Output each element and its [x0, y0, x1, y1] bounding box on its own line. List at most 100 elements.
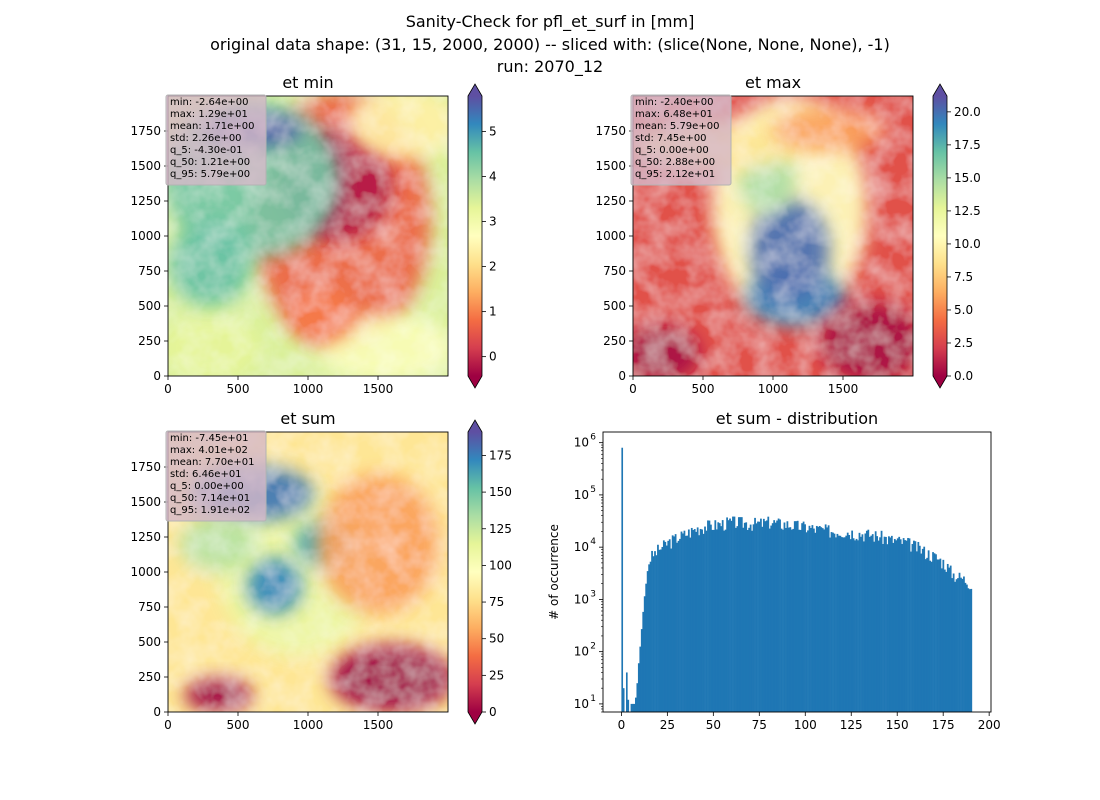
- map-region: [319, 314, 448, 376]
- histogram-bar: [740, 517, 743, 712]
- y-tick-label: 750: [138, 600, 161, 614]
- colorbar-tick-label: 17.5: [954, 138, 981, 152]
- y-tick-exponent: 6: [590, 433, 596, 443]
- map-region: [288, 286, 356, 343]
- histogram-bar: [668, 539, 671, 712]
- histogram-bar: [712, 529, 715, 712]
- histogram-bar: [679, 538, 681, 712]
- histogram-bar: [815, 525, 818, 712]
- x-tick-label: 0: [618, 718, 626, 732]
- histogram-bar: [865, 530, 868, 712]
- y-tick-label: 0: [153, 705, 161, 719]
- y-tick-label: 10: [574, 592, 589, 606]
- histogram-bar: [823, 529, 826, 712]
- histogram-bar: [702, 533, 705, 712]
- histogram-bar: [768, 528, 771, 712]
- histogram-bar: [963, 576, 965, 712]
- histogram-bar: [814, 532, 817, 712]
- stats-line: max: 4.01e+02: [170, 445, 248, 456]
- histogram-bar: [933, 553, 936, 712]
- stats-line: q_5: -4.30e-01: [170, 145, 243, 156]
- y-tick-label: 1750: [130, 460, 161, 474]
- histogram-bar: [673, 536, 676, 712]
- histogram-bar: [795, 521, 798, 712]
- histogram-bar: [785, 527, 787, 712]
- histogram-bar: [961, 578, 964, 712]
- histogram-bar: [771, 523, 774, 712]
- histogram-bar: [710, 524, 712, 712]
- y-tick-label: 10: [574, 697, 589, 711]
- histogram-bar: [826, 527, 829, 712]
- histogram-bar: [812, 528, 815, 712]
- histogram-bar: [851, 530, 854, 712]
- histogram-bar: [625, 672, 628, 712]
- histogram-bar: [777, 518, 780, 712]
- histogram-bar: [717, 522, 720, 712]
- histogram-bar: [910, 551, 912, 712]
- histogram-bar: [786, 521, 789, 712]
- histogram-bar: [645, 583, 648, 712]
- histogram-bar: [829, 537, 831, 712]
- histogram-bar: [890, 535, 893, 712]
- histogram-bar: [776, 520, 778, 712]
- colorbar-tick-label: 0: [489, 350, 497, 364]
- histogram-bar: [634, 697, 637, 712]
- histogram-bar: [755, 523, 758, 712]
- histogram-bar: [802, 521, 805, 712]
- map-region: [184, 678, 252, 712]
- histogram-bar: [687, 529, 690, 712]
- histogram-bar: [833, 533, 836, 712]
- histogram-bar: [926, 557, 929, 712]
- axes-title: et sum: [280, 409, 335, 428]
- histogram-bar: [746, 529, 749, 712]
- histogram-bars: [621, 447, 973, 712]
- stats-line: std: 7.45e+00: [635, 133, 707, 144]
- x-tick-label: 500: [692, 382, 715, 396]
- stats-box-background: [165, 430, 267, 522]
- histogram-bar: [821, 528, 824, 712]
- colorbar-tick-label: 100: [489, 558, 512, 572]
- colorbar-tick-label: 5: [489, 125, 497, 139]
- y-tick-exponent: 4: [590, 537, 596, 547]
- stats-line: q_5: 0.00e+00: [170, 481, 244, 492]
- histogram-bar: [695, 531, 698, 712]
- histogram-bar: [736, 526, 739, 712]
- y-tick-label: 0: [618, 369, 626, 383]
- histogram-bar: [846, 532, 849, 712]
- x-tick-label: 1500: [363, 718, 394, 732]
- histogram-bar: [780, 528, 783, 712]
- x-tick-label: 1000: [293, 382, 324, 396]
- histogram-bar: [901, 543, 904, 712]
- histogram-bar: [693, 529, 696, 712]
- histogram-bar: [749, 524, 752, 712]
- histogram-bar: [936, 559, 939, 712]
- histogram-bar: [761, 526, 764, 712]
- histogram-bar: [676, 542, 678, 712]
- histogram-bar: [835, 537, 837, 712]
- histogram-bar: [920, 553, 923, 712]
- stats-line: q_50: 7.14e+01: [170, 493, 250, 504]
- histogram-bar: [720, 526, 723, 712]
- histogram-bar: [820, 527, 823, 712]
- y-tick-exponent: 1: [590, 694, 596, 704]
- histogram-bar: [636, 683, 639, 712]
- histogram-bar: [682, 533, 684, 712]
- histogram-bar: [726, 517, 728, 712]
- histogram-bar: [751, 530, 753, 712]
- histogram-bar: [954, 581, 956, 712]
- histogram-bar: [854, 540, 856, 712]
- colorbar-extend-min: [933, 376, 947, 388]
- histogram-bar: [793, 521, 796, 712]
- stats-line: mean: 5.79e+00: [635, 121, 719, 132]
- histogram-bar: [968, 589, 971, 712]
- colorbar-extend-max: [468, 420, 482, 432]
- histogram-bar: [779, 519, 781, 712]
- histogram-bar: [942, 559, 945, 712]
- histogram-bar: [670, 548, 673, 712]
- histogram-bar: [648, 564, 651, 712]
- histogram-bar: [632, 703, 634, 712]
- histogram-bar: [930, 561, 933, 712]
- histogram-bar: [843, 537, 846, 712]
